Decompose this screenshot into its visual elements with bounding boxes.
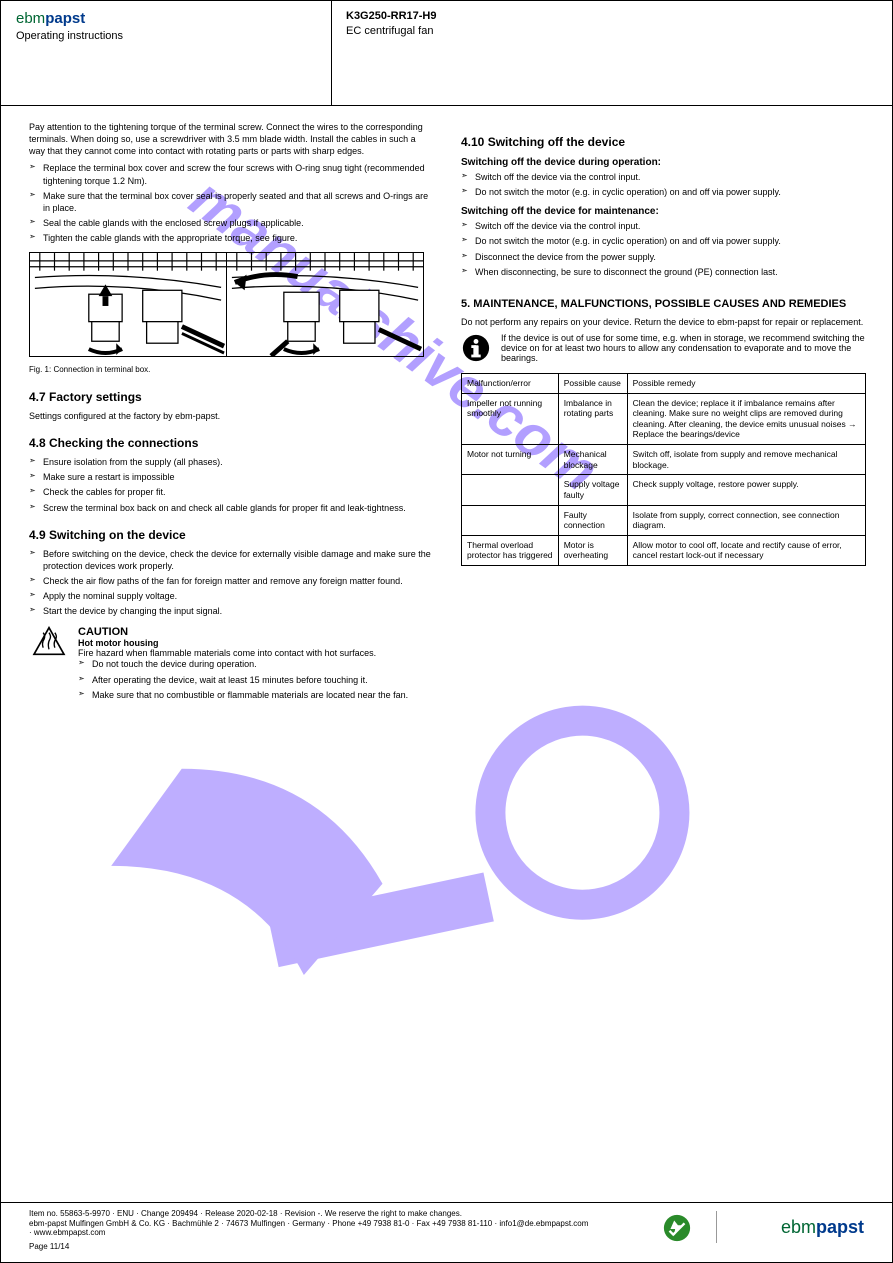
th-cause: Possible cause [558,373,627,393]
caution-body: Fire hazard when flammable materials com… [78,648,431,658]
caution-title: Hot motor housing [78,638,431,648]
left-column: Pay attention to the tightening torque o… [29,121,434,707]
section-4-7: 4.7 Factory settings [29,390,434,404]
step: When disconnecting, be sure to disconnec… [461,266,866,278]
caution-block: CAUTION Hot motor housing Fire hazard wh… [29,623,434,706]
brand-papst: papst [45,10,85,27]
section-4-7-body: Settings configured at the factory by eb… [29,410,434,422]
troubleshooting-table: Malfunction/error Possible cause Possibl… [461,373,866,566]
hot-surface-icon [32,626,66,656]
cell: Impeller not running smoothly [462,393,559,445]
caution-step: After operating the device, wait at leas… [78,674,431,686]
cell: Faulty connection [558,505,627,535]
left-step: Replace the terminal box cover and screw… [29,162,434,186]
left-step: Tighten the cable glands with the approp… [29,232,434,244]
cell: Motor not turning [462,445,559,475]
step: Ensure isolation from the supply (all ph… [29,456,434,468]
header-left: ebmpapst Operating instructions [16,9,316,44]
cell: Switch off, isolate from supply and remo… [627,445,865,475]
figure-caption: Fig. 1: Connection in terminal box. [29,365,434,376]
footer-page: Page 11/14 [29,1242,589,1252]
cell [462,505,559,535]
step: Apply the nominal supply voltage. [29,590,434,602]
step: Switch off the device via the control in… [461,171,866,183]
cell: Allow motor to cool off, locate and rect… [627,535,865,565]
sub-switch-off-op: Switching off the device during operatio… [461,157,866,168]
section-4-10: 4.10 Switching off the device [461,135,866,149]
section-4-9: 4.9 Switching on the device [29,528,434,542]
caution-step: Do not touch the device during operation… [78,658,431,670]
table-row: Thermal overload protector has triggered… [462,535,866,565]
header: ebmpapst Operating instructions K3G250-R… [1,1,892,106]
section-5-body: Do not perform any repairs on your devic… [461,316,866,328]
th-remedy: Possible remedy [627,373,865,393]
content-columns: Pay attention to the tightening torque o… [29,121,864,1182]
header-divider [331,1,332,105]
left-intro: Pay attention to the tightening torque o… [29,121,434,157]
logo-papst: papst [816,1217,864,1237]
cell: Check supply voltage, restore power supp… [627,475,865,505]
footer-line2: ebm-papst Mulfingen GmbH & Co. KG · Bach… [29,1219,589,1238]
footer: Item no. 55863-5-9970 · ENU · Change 209… [1,1202,892,1262]
cell: Mechanical blockage [558,445,627,475]
info-block: If the device is out of use for some tim… [461,333,866,363]
table-header-row: Malfunction/error Possible cause Possibl… [462,373,866,393]
header-subtitle1: Operating instructions [16,30,123,42]
right-column: 4.10 Switching off the device Switching … [461,121,866,566]
step: Start the device by changing the input s… [29,605,434,617]
cell [462,475,559,505]
cell: Imbalance in rotating parts [558,393,627,445]
brand-ebm: ebm [16,10,45,27]
footer-separator [716,1211,717,1243]
cable-gland-figure [29,252,424,357]
section-5: 5. MAINTENANCE, MALFUNCTIONS, POSSIBLE C… [461,298,866,310]
cell: Clean the device; replace it if imbalanc… [627,393,865,445]
footer-line1: Item no. 55863-5-9970 · ENU · Change 209… [29,1209,589,1219]
cell: Motor is overheating [558,535,627,565]
caution-step: Make sure that no combustible or flammab… [78,689,431,701]
product-type: EC centrifugal fan [346,25,433,37]
table-row: Motor not turning Mechanical blockage Sw… [462,445,866,475]
step: Make sure a restart is impossible [29,471,434,483]
step: Screw the terminal box back on and check… [29,502,434,514]
table-row: Impeller not running smoothly Imbalance … [462,393,866,445]
step: Disconnect the device from the power sup… [461,251,866,263]
footer-logo: ebmpapst [781,1217,864,1239]
header-right: K3G250-RR17-H9 EC centrifugal fan [346,9,866,39]
step: Switch off the device via the control in… [461,220,866,232]
step: Before switching on the device, check th… [29,548,434,572]
section-4-8: 4.8 Checking the connections [29,436,434,450]
step: Do not switch the motor (e.g. in cyclic … [461,235,866,247]
logo-ebm: ebm [781,1217,816,1237]
info-icon [461,333,491,363]
cell: Thermal overload protector has triggered [462,535,559,565]
cell: Isolate from supply, correct connection,… [627,505,865,535]
caution-label: CAUTION [78,626,431,638]
cell: Supply voltage faulty [558,475,627,505]
info-text: If the device is out of use for some tim… [501,333,866,363]
th-malfunction: Malfunction/error [462,373,559,393]
step: Check the cables for proper fit. [29,486,434,498]
rohs-badge-icon [662,1213,692,1243]
step: Do not switch the motor (e.g. in cyclic … [461,186,866,198]
left-step: Seal the cable glands with the enclosed … [29,217,434,229]
sub-switch-off-maint: Switching off the device for maintenance… [461,206,866,217]
footer-text: Item no. 55863-5-9970 · ENU · Change 209… [29,1209,589,1251]
table-row: Supply voltage faulty Check supply volta… [462,475,866,505]
step: Check the air flow paths of the fan for … [29,575,434,587]
left-step: Make sure that the terminal box cover se… [29,190,434,214]
table-row: Faulty connection Isolate from supply, c… [462,505,866,535]
page: manualshive.com ebmpapst Operating instr… [0,0,893,1263]
model-number: K3G250-RR17-H9 [346,10,436,22]
